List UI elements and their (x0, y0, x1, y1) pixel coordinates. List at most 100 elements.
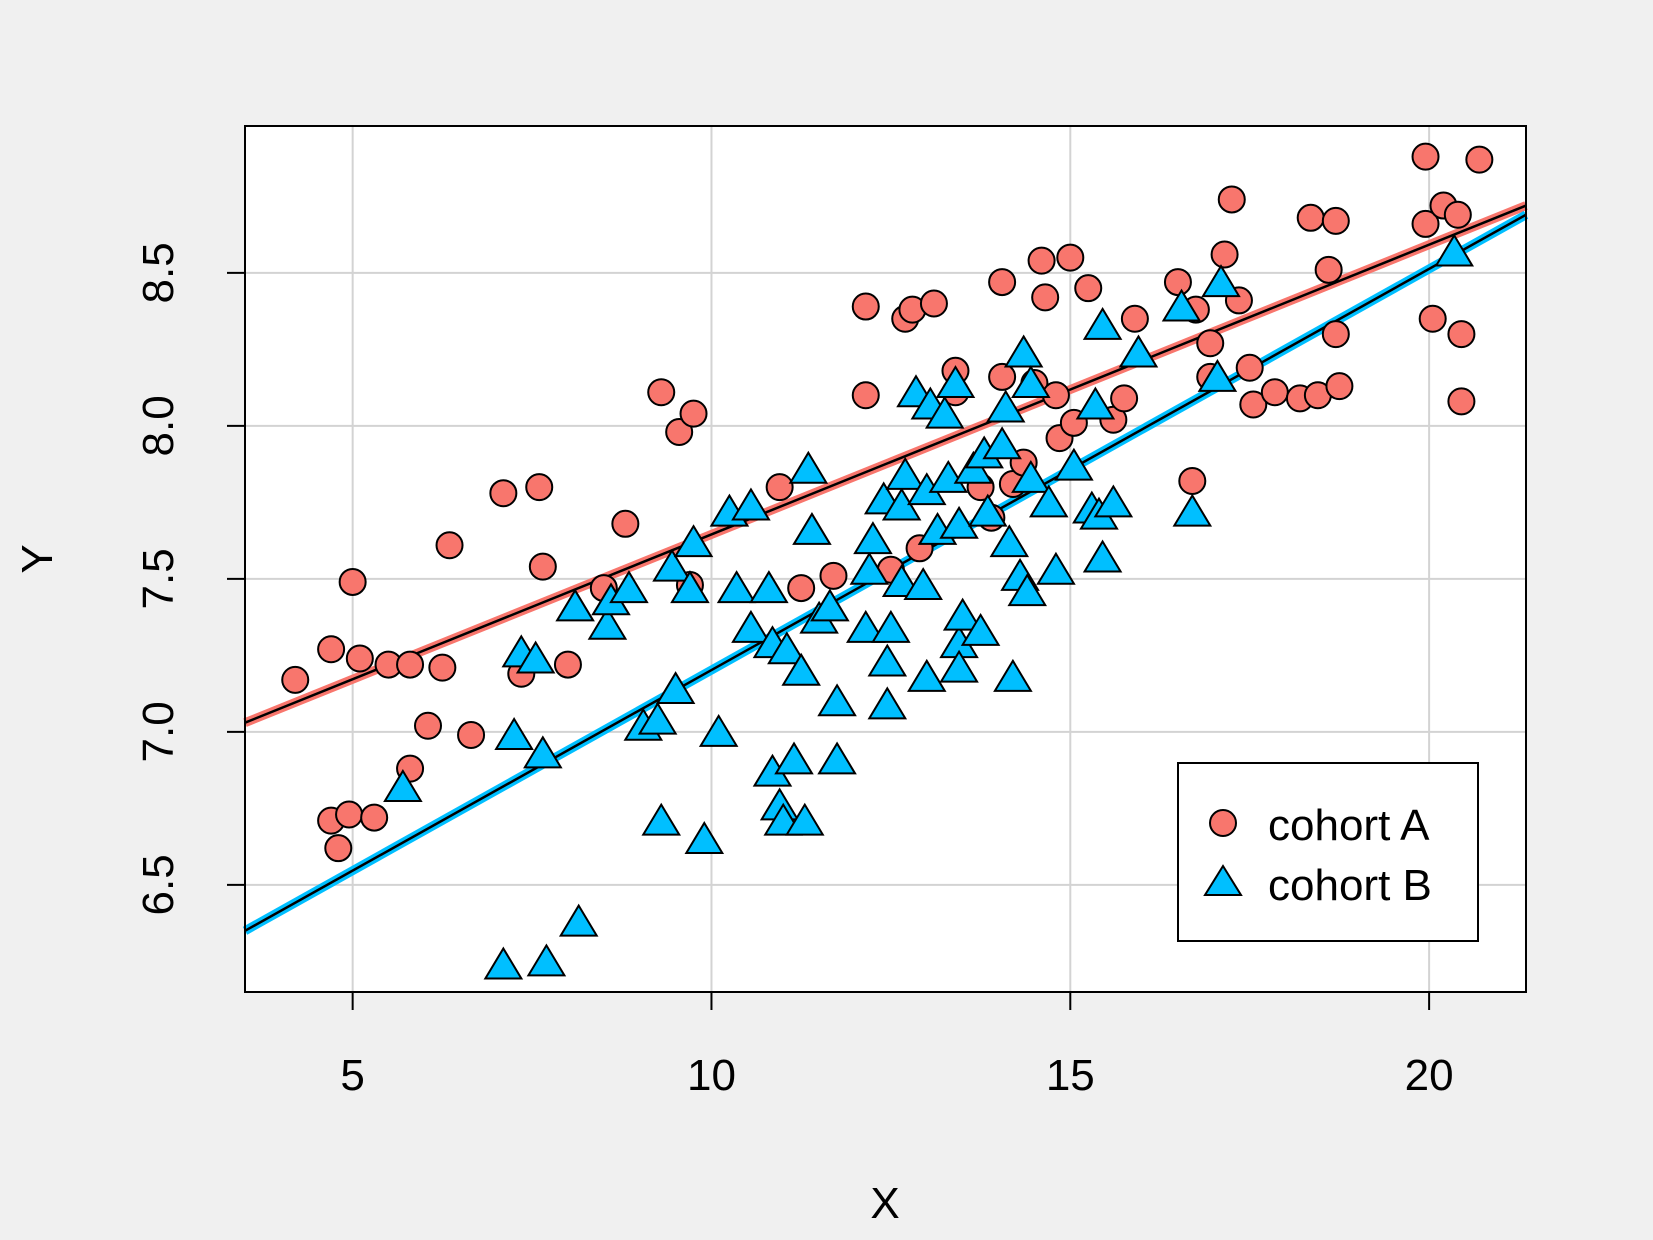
point-cohort-b (731, 487, 771, 521)
point-cohort-a (335, 800, 364, 829)
point-cohort-a (1447, 320, 1476, 349)
point-cohort-b (810, 588, 850, 622)
point-cohort-a (647, 378, 676, 407)
point-cohort-b (684, 821, 725, 854)
point-cohort-a (1260, 378, 1289, 407)
point-cohort-a (317, 635, 346, 664)
point-cohort-a (428, 653, 457, 682)
y-axis: 6.5 7.0 7.5 8.0 8.5 (134, 242, 245, 915)
point-cohort-b (587, 606, 628, 640)
point-cohort-b (1161, 288, 1202, 322)
point-cohort-a (1411, 142, 1440, 171)
point-cohort-a (1443, 200, 1472, 229)
point-cohort-b (942, 597, 983, 631)
point-cohort-b (515, 640, 556, 674)
point-cohort-a (1325, 372, 1354, 401)
x-tick-label: 5 (340, 1051, 364, 1100)
point-cohort-a (988, 268, 1017, 297)
point-cohort-a (338, 567, 367, 596)
point-cohort-b (1011, 365, 1051, 399)
point-cohort-b (939, 505, 979, 539)
y-tick-label: 8.0 (134, 395, 183, 456)
point-cohort-a (679, 399, 708, 428)
x-axis-title: X (870, 1179, 899, 1228)
point-cohort-b (967, 493, 1008, 527)
point-cohort-a (1321, 206, 1350, 235)
point-cohort-b (1036, 551, 1076, 585)
point-cohort-b (731, 609, 771, 643)
point-cohort-b (784, 802, 825, 836)
point-cohort-a (1110, 384, 1139, 413)
y-tick-label: 7.0 (134, 701, 183, 762)
point-cohort-b (903, 567, 943, 601)
point-cohort-b (1197, 358, 1238, 392)
point-cohort-b (641, 802, 682, 836)
point-cohort-b (853, 521, 893, 555)
point-cohort-b (1082, 539, 1123, 573)
point-cohort-b (924, 395, 965, 429)
point-cohort-b (867, 686, 908, 720)
point-cohort-a (1314, 255, 1343, 284)
y-axis-title: Y (13, 544, 62, 573)
point-cohort-a (765, 473, 794, 502)
point-cohort-a (1074, 274, 1103, 303)
point-cohort-a (457, 720, 486, 749)
point-cohort-b (1011, 459, 1051, 493)
point-cohort-b (1201, 264, 1241, 298)
point-cohort-b (767, 631, 807, 665)
x-axis: 5 10 15 20 (340, 992, 1454, 1100)
point-cohort-b (698, 713, 739, 747)
legend-label-cohort-b: cohort B (1268, 861, 1432, 910)
point-cohort-b (555, 588, 595, 622)
point-cohort-b (788, 450, 829, 484)
fit-line-core-0 (244, 204, 1527, 724)
point-cohort-b (716, 570, 757, 604)
point-cohort-b (867, 643, 908, 677)
legend-box (1177, 762, 1479, 942)
point-cohort-b (1028, 484, 1069, 518)
point-cohort-b (845, 609, 886, 643)
point-cohort-b (1093, 484, 1134, 518)
legend-label-cohort-a: cohort A (1268, 801, 1430, 850)
point-cohort-b (655, 671, 696, 705)
point-cohort-b (1172, 493, 1213, 527)
point-cohort-b (871, 609, 911, 643)
point-cohort-a (528, 552, 557, 581)
point-cohort-b (1054, 447, 1094, 481)
point-cohort-a (787, 574, 816, 603)
point-cohort-a (665, 418, 694, 447)
point-cohort-a (324, 834, 353, 863)
x-tick-label: 20 (1405, 1051, 1454, 1100)
point-cohort-a (1178, 466, 1207, 495)
point-cohort-b (817, 741, 857, 775)
point-cohort-a (1235, 353, 1264, 382)
point-cohort-a (1027, 246, 1056, 275)
point-cohort-b (817, 683, 857, 717)
point-cohort-b (1007, 573, 1048, 607)
point-cohort-a (819, 561, 848, 590)
point-cohort-b (483, 946, 524, 980)
data-points (281, 142, 1494, 980)
point-cohort-a (851, 292, 880, 321)
point-cohort-a (1217, 185, 1246, 214)
point-cohort-a (553, 650, 582, 679)
point-cohort-a (1321, 320, 1350, 349)
point-cohort-b (906, 658, 947, 692)
point-cohort-b (609, 570, 649, 604)
y-tick-label: 8.5 (134, 242, 183, 303)
y-tick-label: 6.5 (134, 854, 183, 915)
point-cohort-a (1447, 387, 1476, 416)
plot-border (244, 125, 1527, 993)
point-cohort-a (1296, 203, 1325, 232)
point-cohort-a (919, 289, 948, 318)
point-cohort-a (1418, 304, 1447, 333)
point-cohort-a (1163, 268, 1192, 297)
point-cohort-b (928, 459, 969, 493)
point-cohort-a (396, 650, 425, 679)
point-cohort-b (1118, 334, 1159, 368)
point-cohort-a (988, 362, 1017, 391)
legend: cohort A cohort B (1177, 762, 1479, 942)
point-cohort-b (989, 524, 1030, 558)
point-cohort-b (1434, 233, 1475, 267)
point-cohort-a (611, 509, 640, 538)
